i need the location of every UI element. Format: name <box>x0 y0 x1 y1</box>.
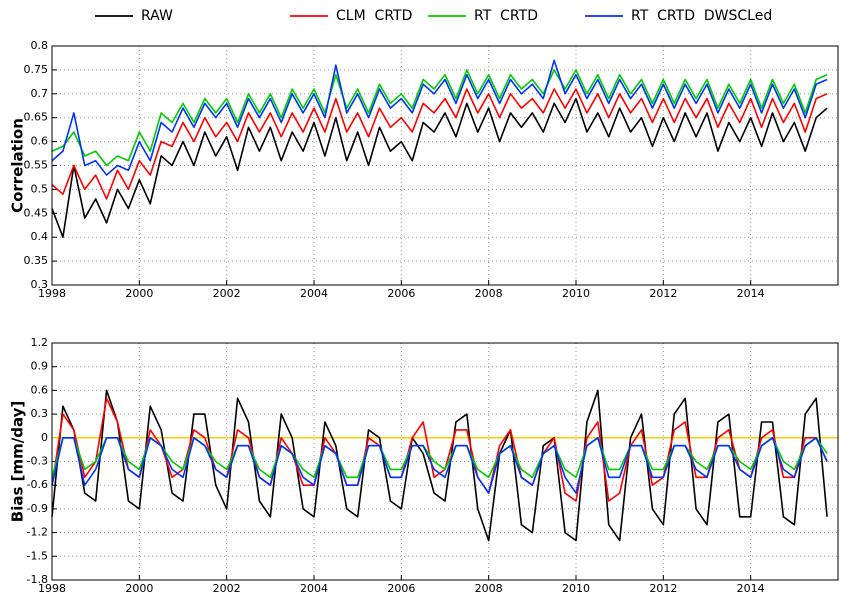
y-tick-label: 0.7 <box>31 87 49 100</box>
y-tick-label: 0.35 <box>24 254 49 267</box>
legend-label: RT CRTD DWSCLed <box>631 8 772 24</box>
y-tick-label: 0.6 <box>31 383 49 396</box>
y-tick-label: 0.8 <box>31 39 49 52</box>
x-tick-label: 2014 <box>737 287 765 300</box>
x-tick-label: 2004 <box>300 287 328 300</box>
y-tick-label: -1.5 <box>27 549 48 562</box>
legend-label: RT CRTD <box>474 8 538 24</box>
y-tick-label: -0.6 <box>27 478 48 491</box>
x-tick-label: 2000 <box>125 582 153 595</box>
plot-frame <box>51 45 839 286</box>
x-tick-label: 2006 <box>387 287 415 300</box>
y-axis-label: Correlation <box>9 118 27 213</box>
y-tick-label: 0.9 <box>31 360 49 373</box>
series-line <box>51 437 828 479</box>
y-tick-label: 0.5 <box>31 182 49 195</box>
series-line <box>51 97 828 238</box>
x-tick-label: 2010 <box>562 582 590 595</box>
x-tick-label: 2010 <box>562 287 590 300</box>
series-line <box>51 389 828 542</box>
series-line <box>51 59 828 176</box>
series-line <box>51 69 828 167</box>
x-tick-label: 2000 <box>125 287 153 300</box>
x-tick-label: 2002 <box>213 287 241 300</box>
y-tick-label: 0 <box>41 431 48 444</box>
y-tick-label: 0.55 <box>24 159 49 172</box>
y-tick-label: -1.2 <box>27 526 48 539</box>
y-tick-label: 0.3 <box>31 407 49 420</box>
x-tick-label: 2008 <box>475 582 503 595</box>
x-tick-label: 2002 <box>213 582 241 595</box>
legend-label: CLM CRTD <box>336 8 412 24</box>
x-tick-label: 2012 <box>649 287 677 300</box>
plot-frame <box>51 342 839 581</box>
series-line <box>51 437 828 494</box>
y-tick-label: 0.6 <box>31 135 49 148</box>
y-tick-label: -0.3 <box>27 455 48 468</box>
x-tick-label: 2008 <box>475 287 503 300</box>
series-line <box>51 88 828 200</box>
y-tick-label: 0.45 <box>24 206 49 219</box>
y-tick-label: -0.9 <box>27 502 48 515</box>
y-tick-label: -1.8 <box>27 573 48 586</box>
x-tick-label: 2004 <box>300 582 328 595</box>
x-tick-label: 2012 <box>649 582 677 595</box>
y-tick-label: 1.2 <box>31 336 49 349</box>
legend-label: RAW <box>141 8 173 24</box>
x-tick-label: 1998 <box>38 287 66 300</box>
y-axis-label: Bias [mm/day] <box>9 401 27 522</box>
x-tick-label: 2014 <box>737 582 765 595</box>
y-tick-label: 0.3 <box>31 278 49 291</box>
y-tick-label: 0.75 <box>24 63 49 76</box>
y-tick-label: 0.4 <box>31 230 49 243</box>
x-tick-label: 2006 <box>387 582 415 595</box>
x-tick-label: 1998 <box>38 582 66 595</box>
y-tick-label: 0.65 <box>24 111 49 124</box>
